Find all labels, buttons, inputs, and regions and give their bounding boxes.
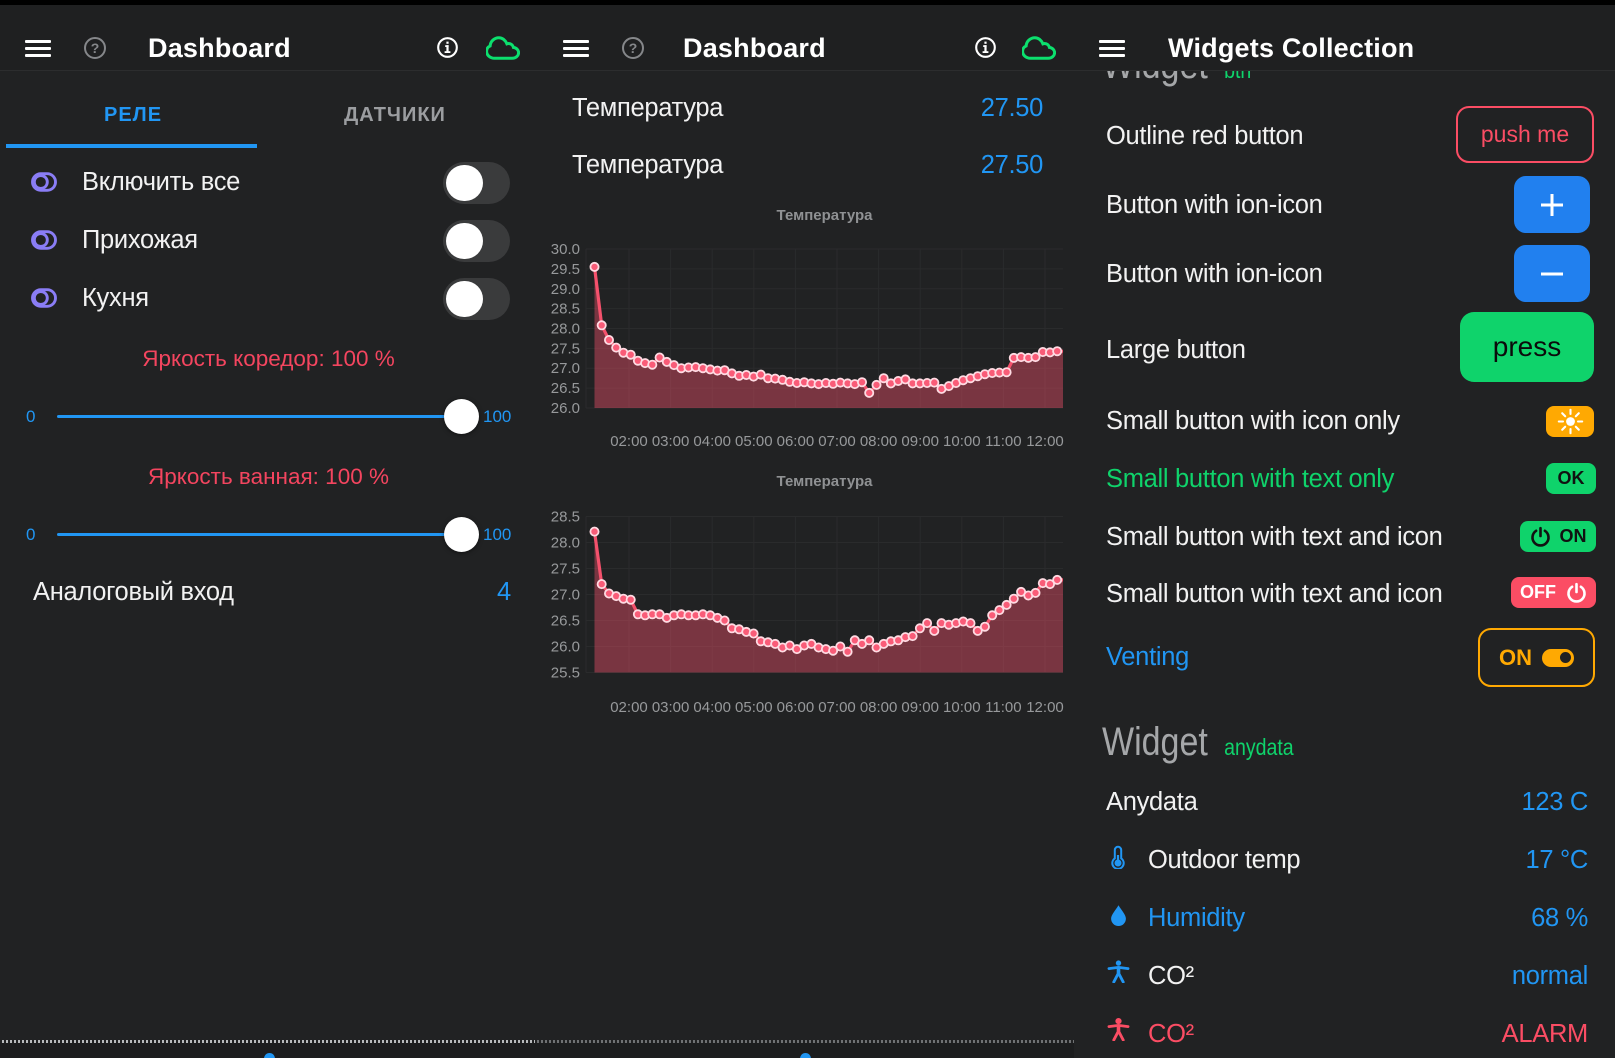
svg-text:30.0: 30.0	[551, 241, 580, 258]
svg-text:26.5: 26.5	[551, 613, 580, 630]
svg-text:08:00: 08:00	[860, 699, 898, 716]
svg-text:12:00: 12:00	[1026, 433, 1064, 450]
svg-text:12:00: 12:00	[1026, 699, 1064, 716]
svg-text:26.0: 26.0	[551, 639, 580, 656]
svg-text:03:00: 03:00	[652, 699, 690, 716]
svg-text:28.5: 28.5	[551, 509, 580, 526]
svg-text:06:00: 06:00	[777, 433, 815, 450]
svg-text:04:00: 04:00	[693, 699, 731, 716]
svg-text:09:00: 09:00	[901, 699, 939, 716]
svg-text:06:00: 06:00	[777, 699, 815, 716]
svg-text:25.5: 25.5	[551, 665, 580, 682]
svg-text:27.0: 27.0	[551, 360, 580, 377]
svg-text:28.0: 28.0	[551, 321, 580, 338]
svg-text:11:00: 11:00	[985, 699, 1021, 716]
svg-text:04:00: 04:00	[693, 433, 731, 450]
svg-text:Температура: Температура	[777, 207, 874, 224]
svg-text:29.0: 29.0	[551, 281, 580, 298]
svg-text:11:00: 11:00	[985, 433, 1021, 450]
svg-text:28.0: 28.0	[551, 535, 580, 552]
svg-text:02:00: 02:00	[610, 699, 648, 716]
svg-text:07:00: 07:00	[818, 699, 856, 716]
svg-text:27.0: 27.0	[551, 587, 580, 604]
svg-text:27.5: 27.5	[551, 340, 580, 357]
svg-text:02:00: 02:00	[610, 433, 648, 450]
svg-text:05:00: 05:00	[735, 433, 773, 450]
svg-text:Температура: Температура	[777, 473, 874, 490]
svg-text:26.5: 26.5	[551, 380, 580, 397]
svg-text:29.5: 29.5	[551, 261, 580, 278]
svg-text:05:00: 05:00	[735, 699, 773, 716]
svg-text:09:00: 09:00	[901, 433, 939, 450]
svg-text:03:00: 03:00	[652, 433, 690, 450]
svg-text:10:00: 10:00	[943, 699, 981, 716]
svg-text:08:00: 08:00	[860, 433, 898, 450]
svg-text:28.5: 28.5	[551, 301, 580, 318]
svg-text:07:00: 07:00	[818, 433, 856, 450]
svg-text:10:00: 10:00	[943, 433, 981, 450]
svg-text:27.5: 27.5	[551, 561, 580, 578]
svg-text:26.0: 26.0	[551, 400, 580, 417]
